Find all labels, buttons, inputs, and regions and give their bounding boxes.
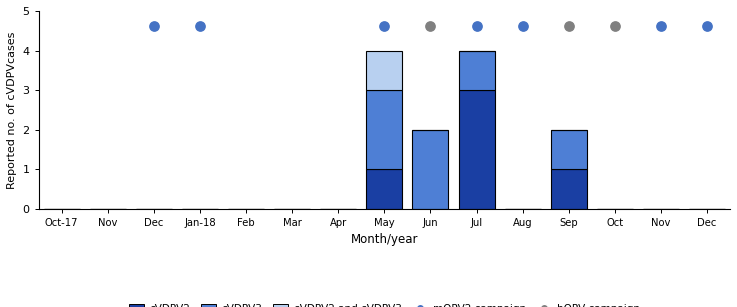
Point: [194, 24, 206, 29]
Point: [563, 24, 575, 29]
Point: [471, 24, 483, 29]
Point: [425, 24, 436, 29]
Point: [609, 24, 621, 29]
Point: [701, 24, 713, 29]
Bar: [366, 169, 402, 209]
Y-axis label: Reported no. of cVDPVcases: Reported no. of cVDPVcases: [7, 31, 17, 188]
Bar: [366, 51, 402, 90]
Bar: [458, 51, 495, 90]
Bar: [551, 130, 587, 169]
Legend: cVDPV2, cVDPV3, cVDPV2 and cVDPV3, mOPV2 campaign, bOPV campaign: cVDPV2, cVDPV3, cVDPV2 and cVDPV3, mOPV2…: [125, 300, 644, 307]
Bar: [551, 169, 587, 209]
Bar: [413, 130, 448, 209]
Point: [379, 24, 391, 29]
Point: [517, 24, 528, 29]
Point: [655, 24, 667, 29]
Bar: [366, 90, 402, 169]
Point: [148, 24, 160, 29]
Bar: [458, 90, 495, 209]
X-axis label: Month/year: Month/year: [351, 233, 418, 246]
